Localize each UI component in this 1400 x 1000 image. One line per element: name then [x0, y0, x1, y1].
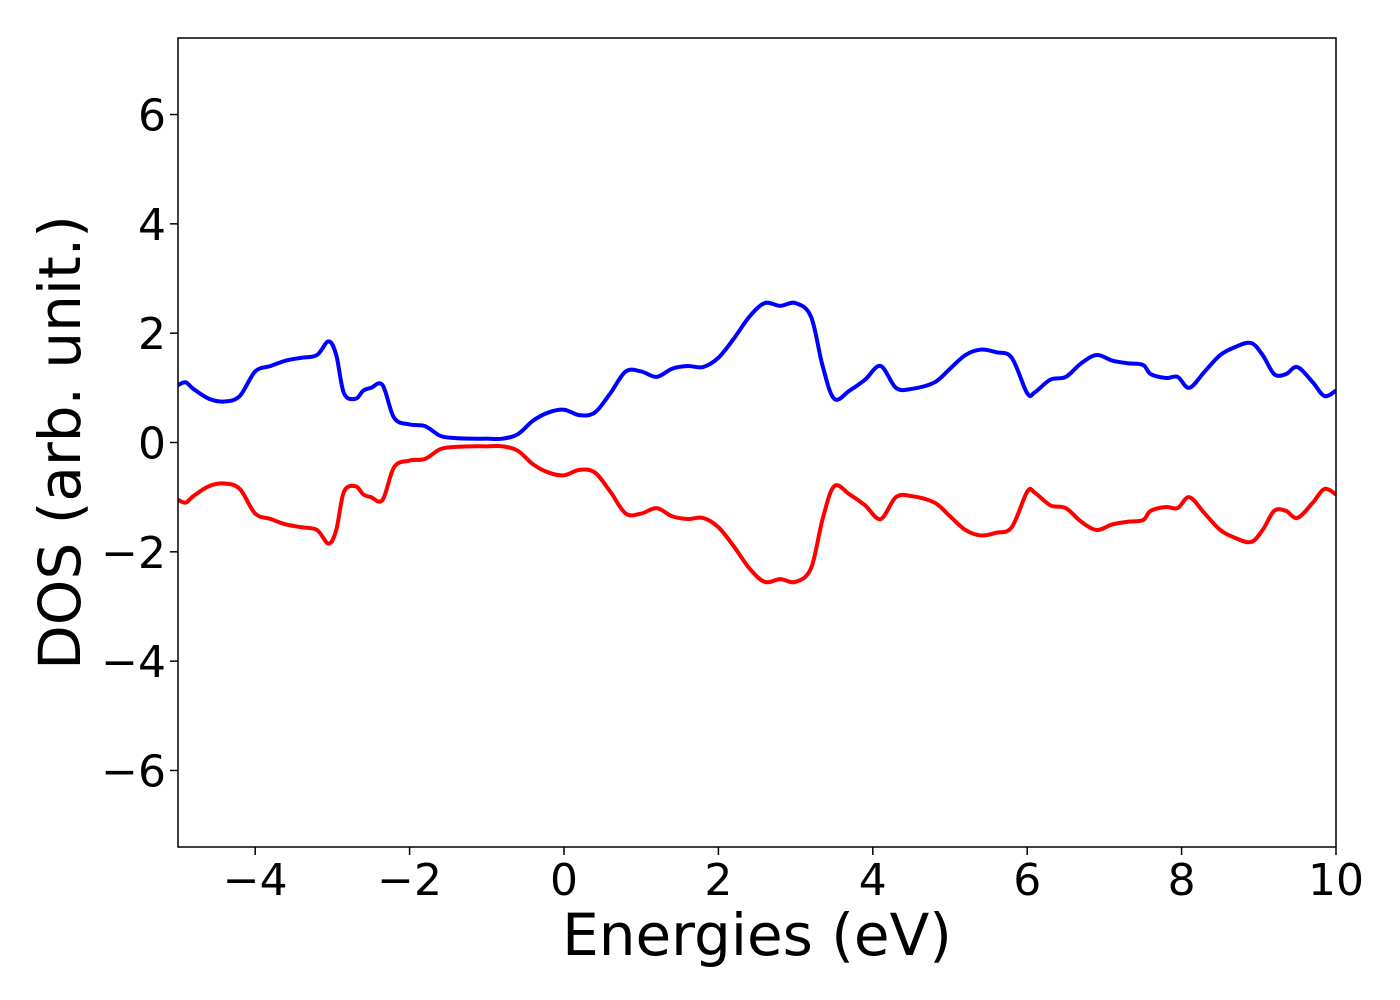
y-axis-ticks: −6 −4 −2 0 2 4 6: [101, 91, 178, 797]
y-tick-label: 0: [138, 419, 166, 470]
dos-spin-down-line: [177, 444, 1338, 585]
x-tick-label: 0: [550, 855, 578, 906]
y-axis-label: DOS (arb. unit.): [26, 215, 94, 670]
y-tick-label: −4: [101, 637, 166, 688]
y-tick-label: −6: [101, 746, 166, 797]
x-axis-label: Energies (eV): [562, 901, 952, 969]
x-tick-label: 8: [1168, 855, 1196, 906]
x-axis-ticks: −4 −2 0 2 4 6 8 10: [223, 847, 1364, 906]
plot-frame: [177, 37, 1337, 848]
x-tick-label: 4: [859, 855, 887, 906]
x-tick-label: 10: [1308, 855, 1364, 906]
y-tick-label: 6: [138, 91, 166, 142]
x-tick-label: −4: [223, 855, 288, 906]
x-tick-label: 6: [1013, 855, 1041, 906]
dos-spin-up-line: [177, 300, 1338, 441]
x-tick-label: −2: [377, 855, 442, 906]
y-tick-label: −2: [101, 528, 166, 579]
x-tick-label: 2: [704, 855, 732, 906]
y-tick-label: 4: [138, 200, 166, 251]
plot-lines: [177, 300, 1338, 585]
y-tick-label: 2: [138, 309, 166, 360]
